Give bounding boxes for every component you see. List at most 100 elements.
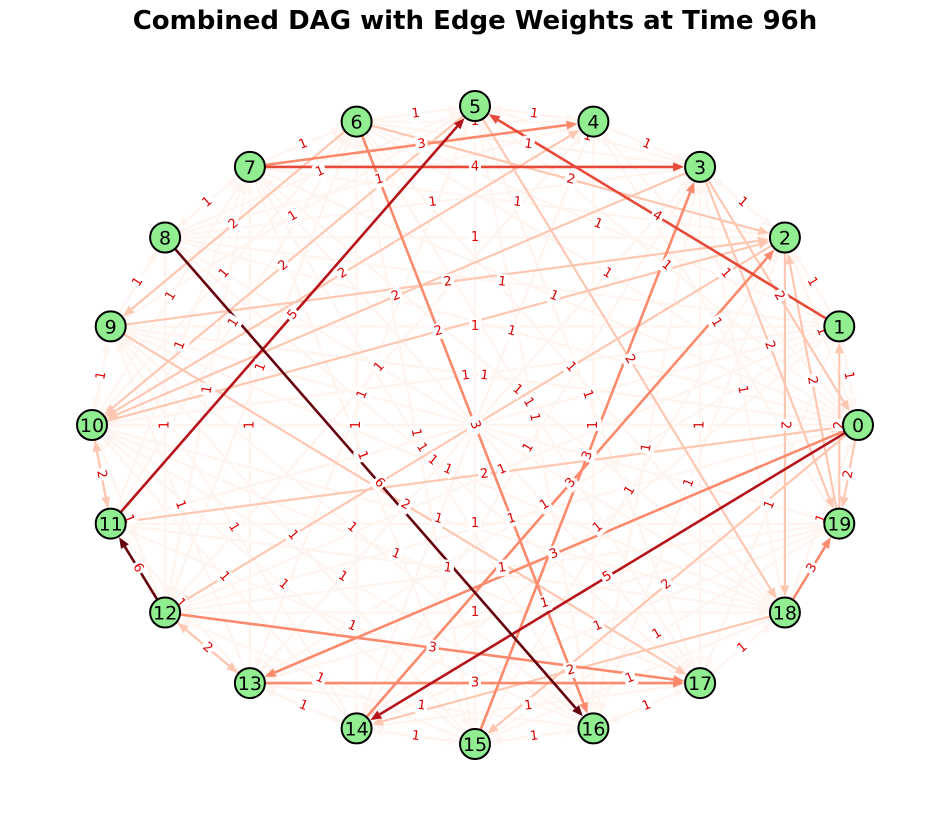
edge-label-bg (647, 206, 667, 227)
edge-weight-label: 1 (469, 515, 481, 532)
edge-arrowhead (811, 522, 824, 532)
edge-weight-text: 1 (526, 412, 542, 423)
edge-weight-label: 1 (414, 696, 429, 715)
edge-arrowhead (104, 404, 116, 415)
edge-weight-label: 1 (518, 438, 539, 457)
edge-label-bg (396, 494, 415, 515)
edge-label-bg (157, 419, 174, 431)
edge-weight-label: 1 (588, 517, 608, 538)
edge-label-bg (598, 263, 617, 284)
edge-line (123, 545, 159, 601)
node-label: 19 (827, 514, 851, 536)
edge-arrowhead (566, 113, 578, 123)
edge-weight-label: 3 (425, 639, 440, 657)
edge-weight-text: 1 (471, 605, 479, 620)
edge-weight-label: 1 (493, 459, 511, 480)
edge-arrowhead (763, 249, 775, 261)
edge-weight-label: 1 (589, 214, 607, 234)
edge-label-bg (588, 517, 608, 538)
edge-weight-label: 1 (637, 440, 656, 456)
node-15: 15 (459, 728, 491, 760)
edge-weight-label: 1 (273, 574, 294, 595)
edge-arrowhead (231, 180, 242, 193)
edge-label-bg (170, 496, 190, 514)
edge-label-bg (525, 409, 544, 425)
edge-weight-text: 1 (471, 319, 479, 334)
edge-label-bg (311, 668, 329, 689)
node-label: 10 (80, 415, 104, 437)
edge-weight-label: 1 (241, 419, 258, 431)
edge-weight-label: 1 (342, 517, 362, 538)
node-6: 6 (340, 105, 373, 138)
edge-label-bg (656, 574, 677, 595)
edge-weight-text: 1 (586, 421, 601, 429)
edge-weight-label: 1 (495, 273, 510, 291)
edge-label-bg (560, 357, 581, 377)
edge-label-bg (197, 637, 218, 658)
edge-arrowhead (330, 127, 342, 137)
edge-line (256, 179, 581, 706)
edge-label-bg (545, 544, 563, 564)
edge-arrowhead (487, 723, 499, 734)
edge-label-bg (425, 639, 440, 657)
edge-weight-text: 1 (199, 384, 215, 395)
edge-label-bg (839, 368, 858, 384)
edge-label-bg (732, 637, 753, 658)
edge-13-14 (263, 687, 342, 723)
edge-label-bg (536, 594, 553, 613)
edge-weight-text: 1 (417, 698, 427, 714)
edge-weight-text: 2 (479, 466, 489, 482)
edge-weight-label: 1 (706, 313, 727, 332)
edge-arrowhead (147, 251, 157, 263)
edge-weight-text: 1 (428, 194, 438, 210)
edge-line (710, 628, 765, 675)
edge-label-bg (294, 134, 312, 155)
edge-arrowhead (686, 181, 695, 194)
edge-arrowhead (757, 608, 769, 617)
edge-label-bg (223, 518, 244, 537)
edge-label-bg (223, 313, 244, 332)
edge-weight-label: 2 (396, 494, 415, 515)
node-circle (149, 596, 182, 629)
edge-weight-label: 1 (352, 447, 373, 464)
edge-weight-text: 1 (349, 421, 364, 429)
edge-3-0 (706, 179, 850, 412)
edge-weight-label: 2 (776, 419, 793, 431)
edge-label-bg (422, 450, 443, 471)
edge-weight-label: 1 (406, 425, 425, 441)
node-circle (459, 728, 491, 760)
edge-label-bg (769, 286, 790, 306)
edge-arrowhead (362, 701, 371, 714)
node-circle (94, 310, 127, 343)
edge-label-bg (425, 193, 440, 211)
edge-weight-label: 1 (458, 366, 473, 385)
edge-14-9 (119, 340, 350, 717)
chart-title: Combined DAG with Edge Weights at Time 9… (132, 6, 818, 36)
edge-arrowhead (673, 689, 686, 698)
edge-weight-label: 1 (198, 382, 217, 398)
edge-line (174, 247, 577, 709)
edge-arrowhead (686, 656, 695, 669)
edge-weight-label: 1 (408, 105, 423, 123)
edge-line (276, 685, 579, 728)
edge-label-bg (469, 515, 481, 532)
edge-arrowhead (160, 585, 170, 597)
edge-weight-label: 1 (282, 525, 303, 545)
edge-line (93, 439, 107, 498)
edge-arrowhead (262, 177, 274, 188)
edge-arrowhead (125, 529, 138, 539)
edge-arrowhead (92, 397, 102, 410)
edge-weight-label: 1 (371, 170, 388, 189)
edge-arrowhead (370, 710, 383, 721)
edge-weight-text: 1 (411, 106, 421, 122)
edge-label-bg (598, 566, 617, 587)
edge-line (264, 529, 814, 681)
edge-weight-label: 2 (656, 574, 677, 595)
edge-weight-label: 1 (223, 518, 244, 537)
edge-weight-label: 3 (414, 135, 429, 154)
edge-line (123, 348, 350, 717)
edge-label-bg (469, 675, 481, 692)
node-label: 11 (99, 514, 123, 536)
edge-arrowhead (104, 435, 116, 446)
